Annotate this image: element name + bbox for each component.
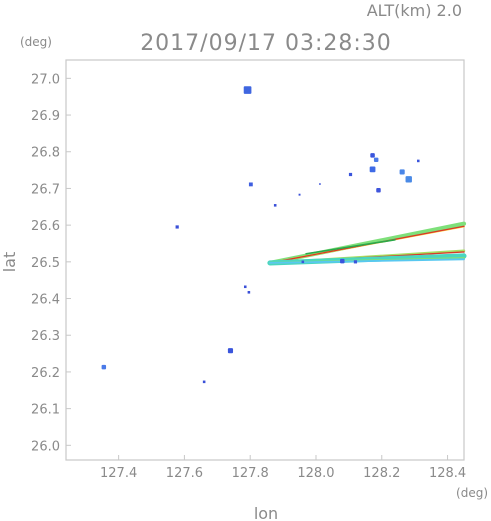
x-tick-label-1: 127.6 [166, 466, 203, 481]
echo-point-0 [243, 86, 252, 94]
y-tick-label-2: 26.2 [31, 366, 60, 381]
echo-point-19 [340, 258, 345, 264]
x-tick-label-5: 128.4 [429, 466, 466, 481]
y-tick-label-3: 26.3 [31, 329, 60, 344]
y-tick-label-7: 26.7 [31, 182, 60, 197]
echo-point-15 [247, 291, 251, 294]
y-tick-label-6: 26.6 [31, 219, 60, 234]
y-axis-label: lat [0, 252, 19, 273]
echo-points [101, 86, 420, 384]
echo-point-13 [175, 225, 179, 229]
x-tick-label-4: 128.2 [363, 466, 400, 481]
y-tick-label-10: 27.0 [31, 72, 60, 87]
echo-band-8 [305, 239, 396, 255]
timestamp-title: 2017/09/17 03:28:30 [140, 31, 392, 56]
echo-point-9 [376, 188, 381, 193]
y-tick-label-5: 26.5 [31, 256, 60, 271]
y-tick-label-4: 26.4 [31, 293, 60, 308]
echo-point-8 [369, 166, 376, 173]
altitude-label: ALT(km) 2.0 [367, 1, 462, 20]
echo-point-21 [301, 260, 305, 264]
echo-point-16 [227, 348, 234, 354]
y-unit-label: (deg) [20, 35, 52, 49]
x-tick-label-0: 127.4 [100, 466, 137, 481]
echo-bands [267, 221, 467, 266]
echo-point-11 [405, 176, 412, 183]
echo-point-5 [348, 172, 353, 177]
y-axis-ticks: 26.0 26.1 26.2 26.3 26.4 26.5 26.6 26.7 26.8 26.9… [31, 72, 71, 454]
echo-point-17 [202, 380, 206, 384]
echo-point-20 [353, 260, 358, 264]
echo-point-12 [416, 159, 420, 163]
echo-point-7 [373, 157, 379, 163]
x-tick-label-2: 127.8 [232, 466, 269, 481]
echo-point-6 [370, 153, 375, 158]
x-tick-label-3: 128.0 [297, 466, 334, 481]
echo-point-10 [399, 169, 405, 175]
y-tick-label-9: 26.9 [31, 109, 60, 124]
x-unit-label: (deg) [456, 486, 488, 500]
echo-point-4 [319, 183, 321, 185]
x-axis-ticks: 127.4 127.6 127.8 128.0 128.2 128.4 [100, 455, 466, 481]
x-axis-label: lon [254, 504, 278, 521]
echo-point-3 [298, 193, 301, 196]
y-tick-label-0: 26.0 [31, 439, 60, 454]
echo-point-18 [101, 364, 107, 370]
echo-point-1 [248, 182, 253, 187]
y-tick-label-8: 26.8 [31, 146, 60, 161]
echo-point-2 [273, 204, 277, 207]
echo-point-14 [243, 285, 247, 289]
y-tick-label-1: 26.1 [31, 403, 60, 418]
